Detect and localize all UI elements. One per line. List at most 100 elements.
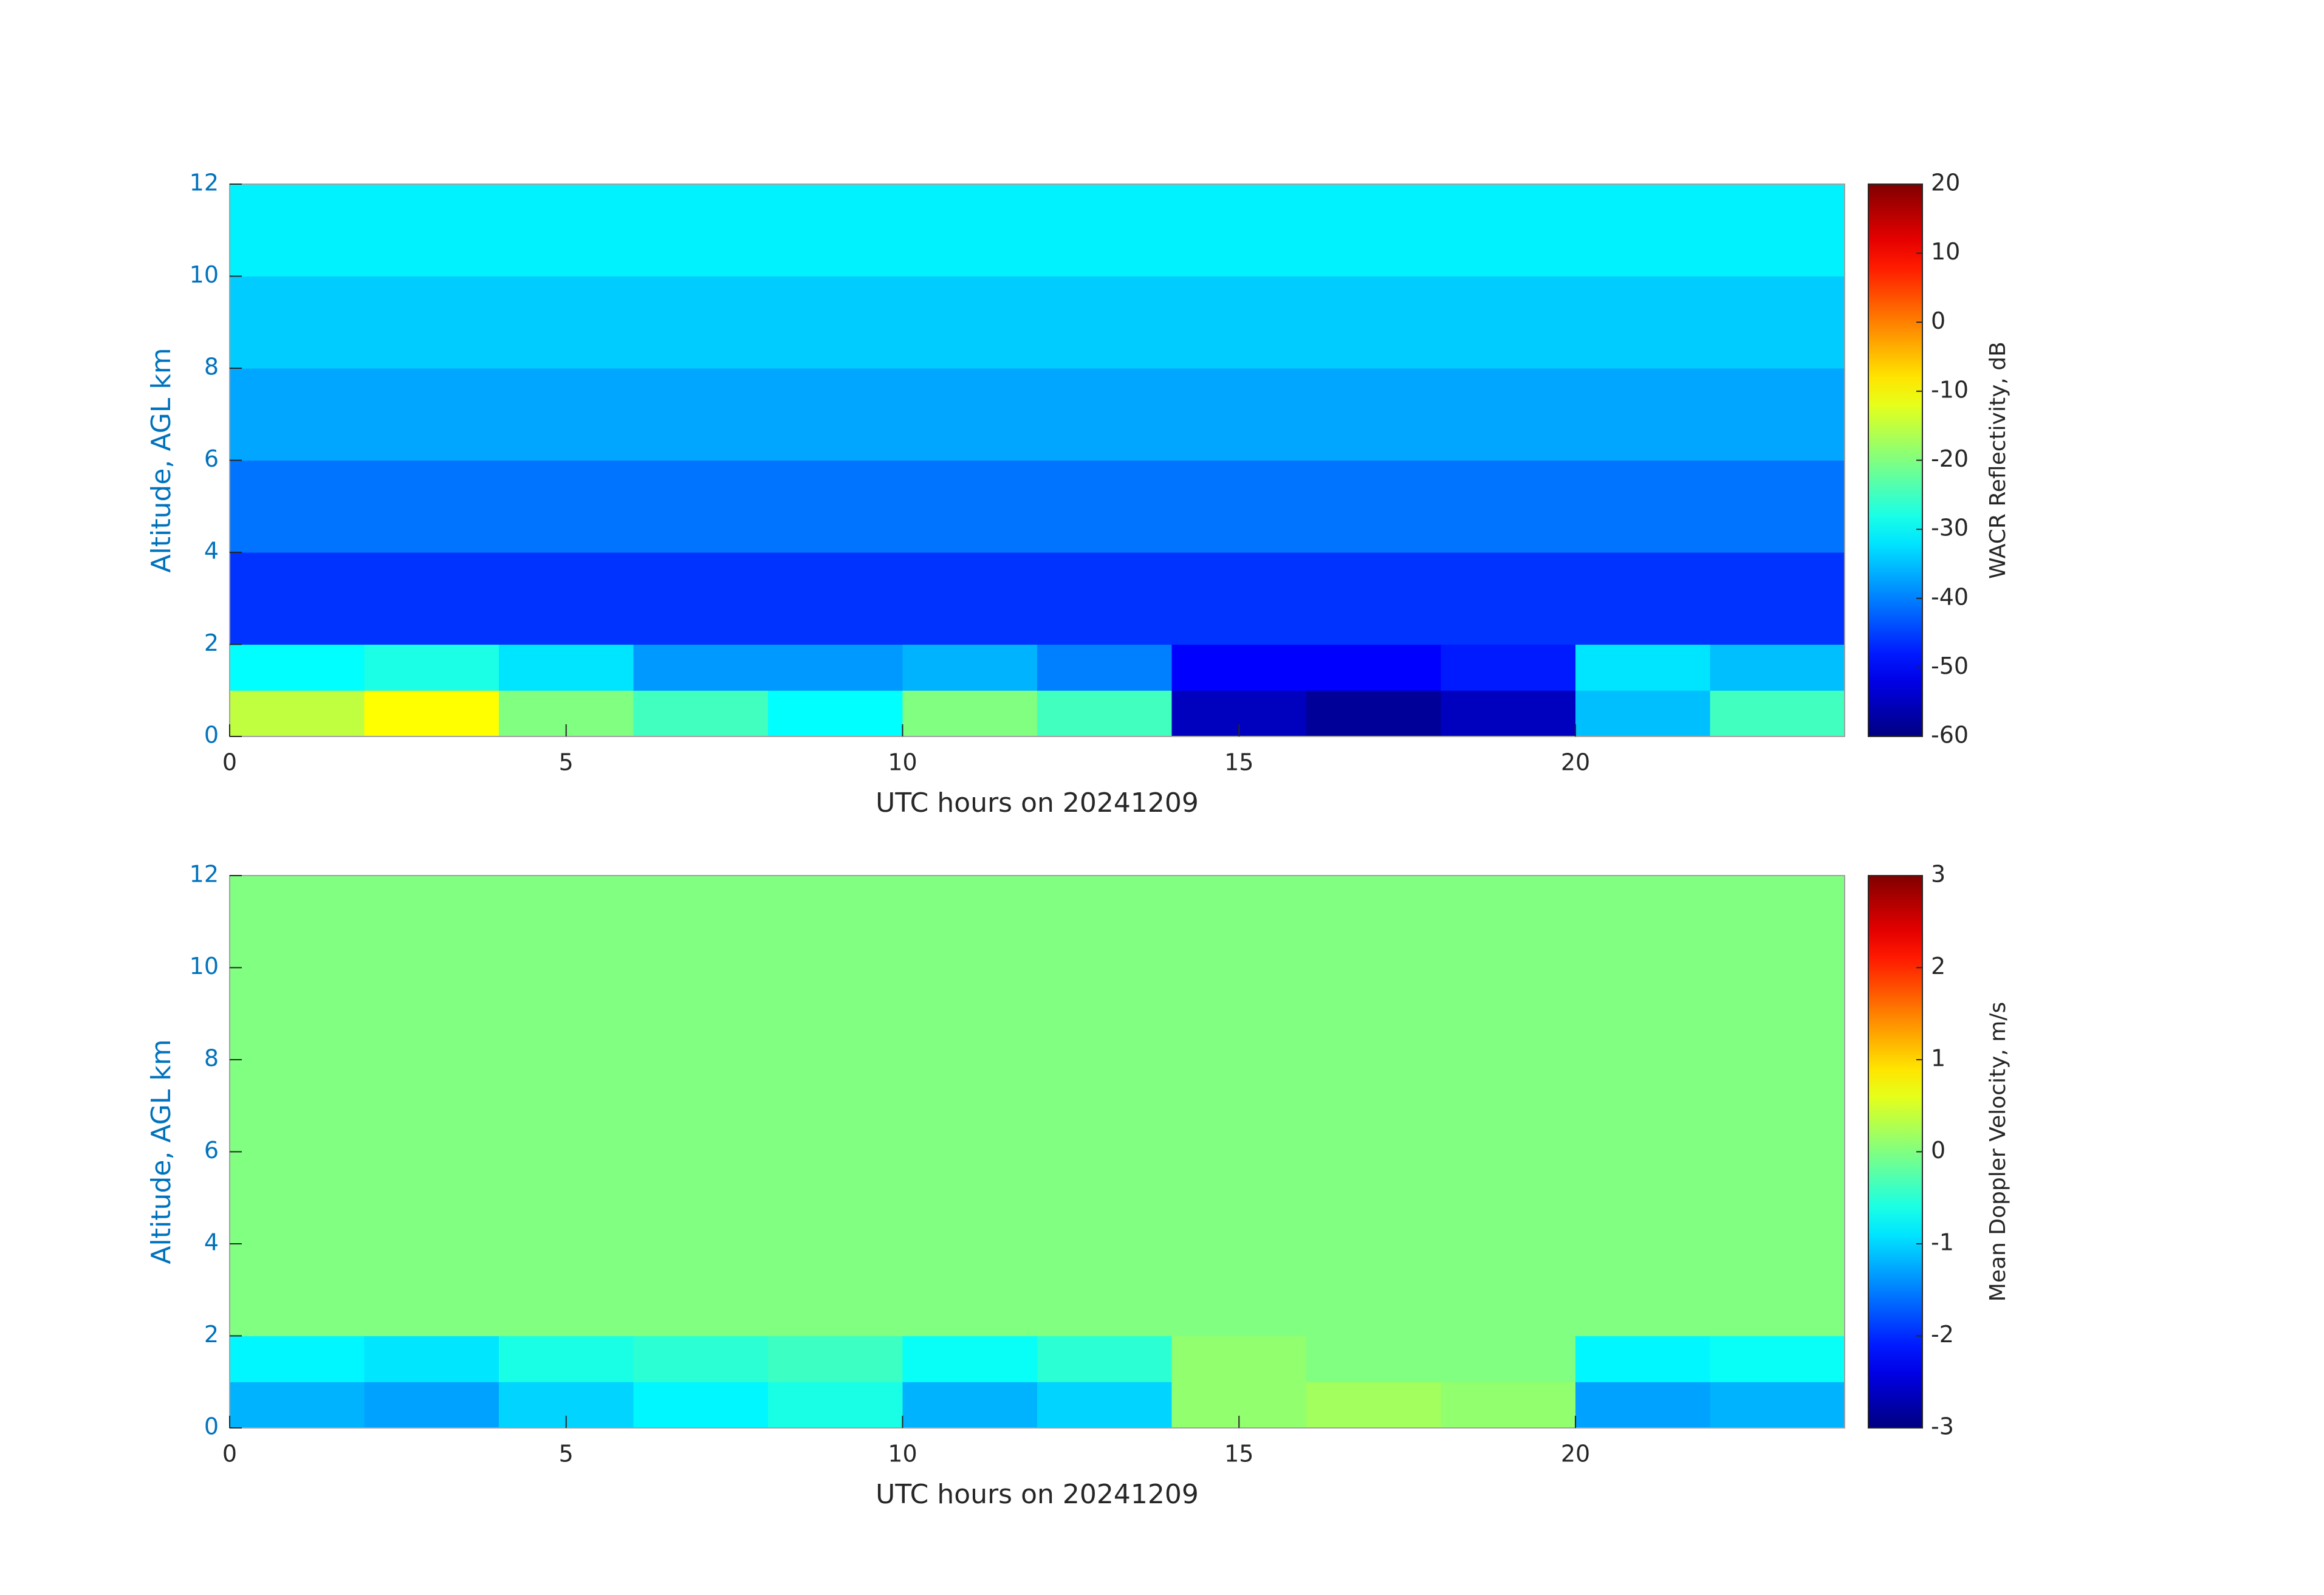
heat-cell [230,1336,365,1382]
heat-cell [633,1244,769,1336]
heat-cell [1441,184,1576,276]
heat-cell [364,276,499,369]
heat-cell [768,1151,903,1244]
heat-cell [364,1244,499,1336]
heat-cell [1575,690,1710,737]
heat-cell [768,552,903,645]
heat-cell [1441,644,1576,691]
heat-cell [364,552,499,645]
heat-cell [499,967,634,1060]
heat-cell [1441,276,1576,369]
heat-cell [902,690,1038,737]
heat-cell [1710,1382,1845,1429]
heat-cell [768,276,903,369]
heat-cell [1171,184,1307,276]
heat-cell [1575,967,1710,1060]
heat-cell [1710,967,1845,1060]
y-tick-label: 10 [190,261,219,288]
colorbar-tick-label: 2 [1931,953,1945,979]
x-tick-label: 15 [1224,749,1253,776]
y-tick-label: 12 [190,170,219,196]
heat-cell [230,1244,365,1336]
x-axis-label: UTC hours on 20241209 [876,1479,1199,1510]
heat-cell [1710,876,1845,968]
heat-cell [902,1244,1038,1336]
heat-cell [768,1382,903,1429]
heat-cell [1037,1151,1172,1244]
heat-cell [1306,184,1441,276]
heat-cell [499,644,634,691]
heat-cell [1575,1151,1710,1244]
x-tick-label: 10 [888,749,917,776]
heat-cell [1306,368,1441,461]
heat-cell [230,1060,365,1152]
heat-cell [1037,1244,1172,1336]
heat-cell [1575,876,1710,968]
heat-cell [1441,690,1576,737]
heat-cell [1441,552,1576,645]
heat-cell [1441,1060,1576,1152]
heat-cell [902,460,1038,553]
heat-cell [902,1382,1038,1429]
heat-cell [1710,552,1845,645]
heat-cell [768,967,903,1060]
heat-cell [1441,876,1576,968]
colorbar-tick-label: 0 [1931,307,1945,334]
colorbar [1868,875,1923,1429]
heat-cell [1575,1060,1710,1152]
heat-cell [499,368,634,461]
heat-cell [1171,1060,1307,1152]
heat-cell [902,644,1038,691]
heat-cell [1575,276,1710,369]
heat-cell [902,1151,1038,1244]
heat-cell [768,1336,903,1382]
heat-cell [1306,552,1441,645]
heat-cell [1710,184,1845,276]
heat-cell [499,276,634,369]
heat-cell [230,552,365,645]
heat-cell [364,368,499,461]
y-tick-label: 2 [204,629,219,656]
heat-cell [1306,276,1441,369]
heat-cell [1037,1060,1172,1152]
heat-cell [1171,1336,1307,1382]
heat-cell [499,460,634,553]
heat-cell [1710,460,1845,553]
heat-cell [1037,184,1172,276]
heat-cell [1171,552,1307,645]
heat-cell [1441,1336,1576,1382]
heat-cell [633,1060,769,1152]
heat-cell [1710,276,1845,369]
heat-cell [633,644,769,691]
heat-cell [1037,690,1172,737]
heat-cell [1171,967,1307,1060]
x-tick-label: 5 [559,749,574,776]
heat-cell [230,690,365,737]
heat-cell [230,276,365,369]
heat-cell [364,1151,499,1244]
colorbar-tick-label: -10 [1931,376,1969,403]
heat-cell [633,1151,769,1244]
heat-cell [1441,1244,1576,1336]
colorbar-tick-label: -60 [1931,722,1969,749]
x-tick-label: 20 [1561,1441,1590,1467]
heat-cell [364,1382,499,1429]
heat-cell [902,552,1038,645]
colorbar-tick-label: -1 [1931,1229,1954,1256]
y-tick-label: 4 [204,538,219,564]
heat-cell [1306,690,1441,737]
heat-cell [499,1244,634,1336]
heat-cell [633,690,769,737]
heat-cell [902,876,1038,968]
heat-cell [364,460,499,553]
heat-cell [768,1060,903,1152]
heat-cell [1306,1244,1441,1336]
heat-cell [1037,876,1172,968]
heat-cell [1710,644,1845,691]
colorbar [1868,184,1923,737]
heat-cell [902,1060,1038,1152]
colorbar-tick-label: 1 [1931,1045,1945,1072]
x-tick-label: 0 [222,749,237,776]
y-tick-label: 6 [204,445,219,472]
